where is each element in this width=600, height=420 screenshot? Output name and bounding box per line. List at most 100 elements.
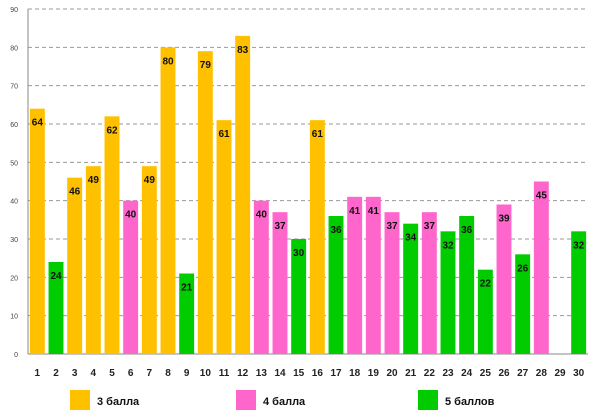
legend-label-3: 3 балла [97, 396, 140, 408]
x-tick-label: 25 [480, 368, 492, 379]
legend-swatch-5 [418, 390, 438, 410]
x-tick-label: 5 [109, 368, 115, 379]
data-label-16: 61 [312, 129, 324, 140]
data-label-10: 79 [200, 60, 212, 71]
bar-1 [29, 108, 45, 355]
data-label-4: 49 [88, 175, 100, 186]
data-label-27: 26 [517, 263, 529, 274]
bar-15 [291, 239, 307, 354]
data-label-23: 32 [442, 240, 454, 251]
x-tick-label: 23 [442, 368, 454, 379]
x-tick-label: 1 [35, 368, 41, 379]
data-label-5: 62 [106, 125, 118, 136]
data-label-8: 80 [162, 56, 174, 67]
bar-14 [272, 212, 288, 354]
y-tick-label: 70 [10, 84, 18, 91]
x-tick-label: 10 [200, 368, 212, 379]
bar-5 [104, 116, 120, 354]
data-label-19: 41 [368, 206, 380, 217]
x-tick-label: 18 [349, 368, 361, 379]
x-tick-label: 29 [554, 368, 566, 379]
data-label-17: 36 [330, 225, 342, 236]
y-tick-label: 30 [10, 237, 18, 244]
x-tick-label: 21 [405, 368, 417, 379]
data-label-18: 41 [349, 206, 361, 217]
data-label-6: 40 [125, 210, 137, 221]
y-tick-label: 90 [10, 7, 18, 14]
y-tick-label: 20 [10, 275, 18, 282]
bar-20 [384, 212, 400, 354]
legend-label-5: 5 баллов [445, 396, 495, 408]
x-tick-label: 9 [184, 368, 190, 379]
x-tick-label: 27 [517, 368, 529, 379]
x-tick-label: 15 [293, 368, 305, 379]
x-tick-label: 19 [368, 368, 380, 379]
x-tick-label: 22 [424, 368, 436, 379]
bar-28 [533, 181, 549, 354]
bar-13 [253, 200, 269, 354]
bar-3 [67, 177, 83, 354]
bar-21 [403, 223, 419, 354]
y-tick-label: 40 [10, 199, 18, 206]
x-tick-label: 30 [573, 368, 585, 379]
data-label-7: 49 [144, 175, 156, 186]
bar-19 [365, 196, 381, 354]
data-label-2: 24 [50, 271, 62, 282]
legend-label-4: 4 балла [263, 396, 306, 408]
bar-10 [197, 51, 213, 355]
data-label-1: 64 [32, 118, 44, 129]
bar-23 [440, 231, 456, 354]
bar-12 [235, 35, 251, 354]
data-label-30: 32 [573, 240, 585, 251]
data-labels: 64 24 46 49 62 40 49 80 21 79 61 83 40 37 30 61 36 41 41 37… [32, 45, 585, 294]
x-tick-label: 3 [72, 368, 78, 379]
x-tick-label: 2 [53, 368, 59, 379]
x-tick-label: 12 [237, 368, 249, 379]
y-tick-label: 60 [10, 122, 18, 129]
bar-27 [515, 254, 531, 354]
data-label-9: 21 [181, 283, 193, 294]
bar-25 [477, 269, 493, 354]
x-tick-label: 26 [498, 368, 510, 379]
data-label-14: 37 [274, 221, 286, 232]
x-tick-label: 4 [91, 368, 97, 379]
y-tick-label: 0 [14, 352, 18, 359]
x-tick-label: 14 [274, 368, 286, 379]
x-tick-label: 6 [128, 368, 134, 379]
x-tick-label: 16 [312, 368, 324, 379]
bar-2 [48, 262, 64, 354]
legend: 3 балла 4 балла 5 баллов [70, 390, 495, 410]
data-label-11: 61 [218, 129, 230, 140]
x-tick-label: 28 [536, 368, 548, 379]
bar-17 [328, 216, 344, 354]
bar-24 [459, 216, 475, 354]
legend-swatch-4 [236, 390, 256, 410]
y-axis: 0 10 20 30 40 50 60 70 80 90 [10, 7, 588, 359]
y-tick-label: 50 [10, 160, 18, 167]
x-axis: 1 2 3 4 5 6 7 8 9 10 11 12 13 14 15 16 17 18 19 20 21 22 23 24 2… [35, 368, 585, 379]
data-label-20: 37 [386, 221, 398, 232]
bar-11 [216, 120, 232, 355]
bar-22 [421, 212, 437, 354]
legend-swatch-3 [70, 390, 90, 410]
y-tick-label: 80 [10, 45, 18, 52]
bar-26 [496, 204, 512, 354]
y-tick-label: 10 [10, 314, 18, 321]
x-tick-label: 13 [256, 368, 268, 379]
data-label-3: 46 [69, 187, 81, 198]
x-tick-label: 8 [165, 368, 171, 379]
bars [29, 35, 587, 355]
data-label-28: 45 [536, 191, 548, 202]
data-label-22: 37 [424, 221, 436, 232]
x-tick-label: 20 [386, 368, 398, 379]
bar-8 [160, 47, 176, 354]
bar-6 [123, 200, 139, 354]
gridlines [28, 8, 588, 317]
bar-16 [309, 120, 325, 355]
bar-18 [347, 196, 363, 354]
x-tick-label: 7 [147, 368, 153, 379]
data-label-15: 30 [293, 248, 305, 259]
bar-4 [85, 166, 101, 354]
data-label-24: 36 [461, 225, 473, 236]
